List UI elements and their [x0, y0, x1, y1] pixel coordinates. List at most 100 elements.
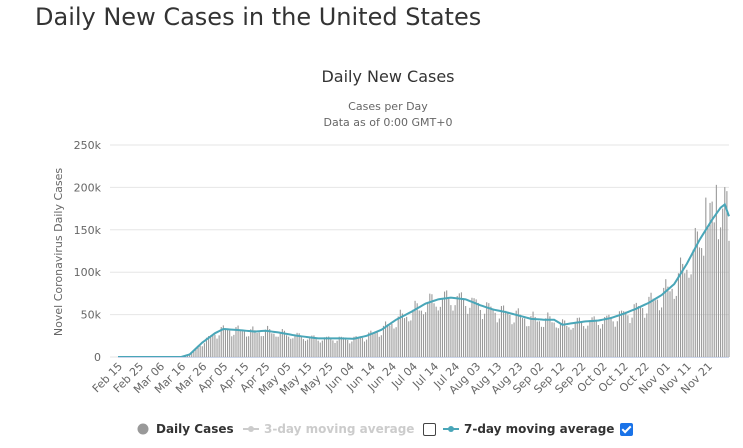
bar-daily-cases: [709, 202, 711, 357]
bar-daily-cases: [313, 335, 315, 357]
bar-daily-cases: [715, 184, 717, 357]
bar-daily-cases: [408, 321, 410, 357]
checkbox-7-day-average[interactable]: [620, 423, 633, 436]
bar-daily-cases: [425, 312, 427, 357]
bar-daily-cases: [332, 340, 334, 357]
bar-daily-cases: [684, 273, 686, 357]
bar-daily-cases: [271, 333, 273, 357]
bar-daily-cases: [368, 332, 370, 357]
bar-daily-cases: [359, 337, 361, 357]
bar-daily-cases: [212, 334, 214, 357]
bar-daily-cases: [616, 321, 618, 357]
bar-daily-cases: [366, 339, 368, 357]
bar-daily-cases: [267, 325, 269, 357]
bar-daily-cases: [711, 201, 713, 357]
bar-daily-cases: [281, 328, 283, 357]
bar-daily-cases: [679, 257, 682, 357]
bar-daily-cases: [694, 227, 696, 357]
bar-daily-cases: [338, 336, 340, 357]
bar-daily-cases: [349, 343, 351, 357]
bar-daily-cases: [612, 321, 614, 357]
bar-daily-cases: [574, 322, 576, 357]
bar-daily-cases: [450, 305, 452, 357]
legend-item-3-day-average[interactable]: 3-day moving average: [242, 420, 414, 438]
bar-daily-cases: [422, 314, 425, 357]
bar-daily-cases: [587, 325, 589, 357]
bar-daily-cases: [420, 310, 422, 357]
bar-daily-cases: [452, 310, 454, 357]
bar-daily-cases: [446, 290, 448, 357]
bar-daily-cases: [471, 297, 473, 357]
bar-daily-cases: [250, 329, 252, 357]
bar-daily-cases: [372, 332, 374, 357]
bar-daily-cases: [235, 327, 237, 357]
legend-item-daily-cases[interactable]: Daily Cases: [136, 420, 234, 438]
bar-daily-cases: [469, 307, 471, 357]
bar-daily-cases: [688, 277, 690, 357]
bar-daily-cases: [564, 320, 566, 357]
bar-daily-cases: [315, 338, 317, 357]
bar-daily-cases: [580, 322, 583, 357]
bar-daily-cases: [328, 336, 330, 357]
checkbox-3-day-average[interactable]: [423, 423, 436, 436]
bar-daily-cases: [456, 296, 458, 357]
bar-daily-cases: [557, 328, 559, 357]
bar-daily-cases: [277, 336, 279, 357]
bar-daily-cases: [344, 338, 347, 357]
bar-daily-cases: [216, 338, 218, 357]
bar-daily-cases: [231, 336, 233, 357]
bar-daily-cases: [254, 330, 256, 357]
bar-daily-cases: [361, 337, 363, 357]
bar-daily-cases: [576, 317, 578, 357]
bar-daily-cases: [494, 312, 496, 357]
bar-daily-cases: [484, 313, 486, 357]
bar-daily-cases: [298, 333, 300, 357]
chart-subtitle-2: Data as of 0:00 GMT+0: [324, 116, 453, 129]
bar-daily-cases: [311, 335, 313, 357]
bar-daily-cases: [629, 323, 631, 357]
bar-daily-cases: [465, 306, 467, 357]
bar-daily-cases: [654, 300, 656, 357]
bar-daily-cases: [252, 326, 254, 357]
bar-daily-cases: [275, 336, 277, 357]
bar-daily-cases: [218, 335, 220, 357]
bar-daily-cases: [376, 332, 378, 357]
bar-daily-cases: [243, 331, 245, 357]
bar-daily-cases: [444, 291, 446, 357]
bar-daily-cases: [454, 305, 456, 357]
bar-daily-cases: [690, 274, 692, 357]
bar-daily-cases: [665, 279, 667, 357]
bar-daily-cases: [686, 269, 688, 357]
bar-daily-cases: [591, 317, 593, 357]
bar-daily-cases: [608, 314, 610, 357]
bar-daily-cases: [722, 208, 724, 357]
bar-daily-cases: [490, 306, 492, 357]
bar-daily-cases: [256, 332, 258, 357]
legend-item-7-day-average[interactable]: 7-day moving average: [442, 420, 614, 438]
bar-daily-cases: [393, 328, 395, 357]
bar-daily-cases: [602, 324, 604, 357]
bar-daily-cases: [220, 327, 222, 357]
bar-daily-cases: [326, 336, 328, 357]
y-tick-label: 150k: [74, 224, 102, 237]
bar-daily-cases: [262, 336, 264, 357]
bar-daily-cases: [692, 249, 694, 357]
bar-daily-cases: [656, 299, 658, 357]
bar-daily-cases: [631, 317, 633, 357]
bar-daily-cases: [696, 231, 698, 357]
bar-daily-cases: [258, 332, 260, 357]
bar-daily-cases: [334, 342, 336, 357]
bar-daily-cases: [414, 300, 416, 357]
bar-daily-cases: [458, 293, 460, 357]
bar-daily-cases: [549, 316, 551, 357]
bar-daily-cases: [538, 321, 540, 357]
bar-daily-cases: [290, 338, 292, 357]
bar-daily-cases: [195, 347, 197, 357]
bar-daily-cases: [620, 310, 623, 357]
bar-daily-cases: [441, 297, 444, 357]
bar-daily-cases: [416, 303, 418, 357]
y-axis: 0 50k 100k 150k 200k 250k: [74, 139, 102, 364]
bar-daily-cases: [279, 332, 281, 357]
bar-daily-cases: [667, 286, 669, 357]
page-title: Daily New Cases in the United States: [35, 3, 482, 31]
